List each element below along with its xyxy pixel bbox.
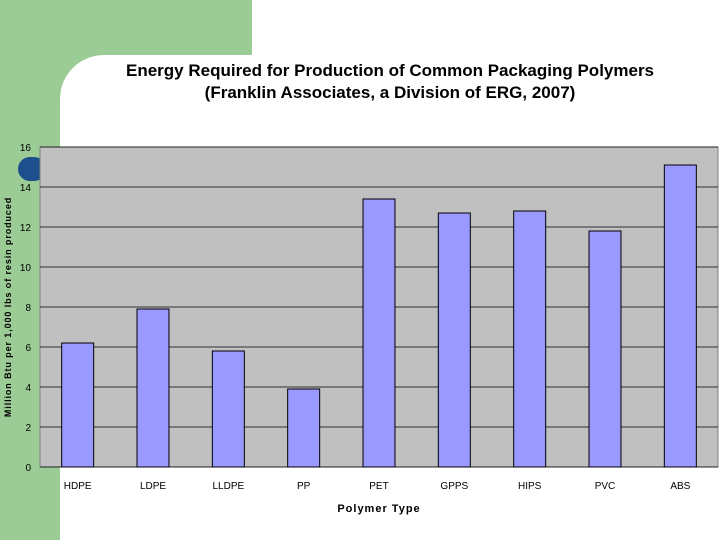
x-tick-label: HDPE <box>64 481 92 492</box>
y-tick-label: 6 <box>25 343 31 354</box>
x-tick-label: LLDPE <box>212 481 244 492</box>
bar-hips <box>513 210 547 468</box>
bar-pet <box>362 198 396 468</box>
x-axis-ticks: HDPE LDPE LLDPE PP PET GPPS HIPS PVC ABS <box>64 481 691 492</box>
y-tick-label: 2 <box>25 423 31 434</box>
chart-subtitle: (Franklin Associates, a Division of ERG,… <box>204 83 576 102</box>
bar-gpps <box>437 212 471 468</box>
y-tick-label: 12 <box>20 223 32 234</box>
bar-lldpe <box>211 350 245 468</box>
x-tick-label: PP <box>297 481 311 492</box>
x-tick-label: LDPE <box>140 481 166 492</box>
bar-pvc <box>588 230 622 468</box>
bars <box>61 164 697 468</box>
bar-hdpe <box>61 342 95 468</box>
bar-pp <box>287 388 321 468</box>
y-tick-label: 14 <box>20 183 32 194</box>
x-tick-label: PET <box>369 481 388 492</box>
x-tick-label: ABS <box>670 481 690 492</box>
y-tick-label: 8 <box>25 303 31 314</box>
bar-abs <box>663 164 697 468</box>
y-axis-ticks: 0 2 4 6 8 10 12 14 16 <box>20 143 32 474</box>
x-tick-label: GPPS <box>440 481 468 492</box>
x-tick-label: PVC <box>595 481 616 492</box>
bar-ldpe <box>136 308 170 468</box>
y-tick-label: 4 <box>25 383 31 394</box>
x-axis-label: Polymer Type <box>337 503 420 515</box>
chart-title-block: Energy Required for Production of Common… <box>60 60 720 104</box>
y-tick-label: 0 <box>25 463 31 474</box>
x-tick-label: HIPS <box>518 481 542 492</box>
y-axis-label: Million Btu per 1,000 lbs of resin produ… <box>3 197 13 417</box>
y-tick-label: 16 <box>20 143 32 154</box>
y-tick-label: 10 <box>20 263 32 274</box>
chart-title: Energy Required for Production of Common… <box>125 61 655 80</box>
